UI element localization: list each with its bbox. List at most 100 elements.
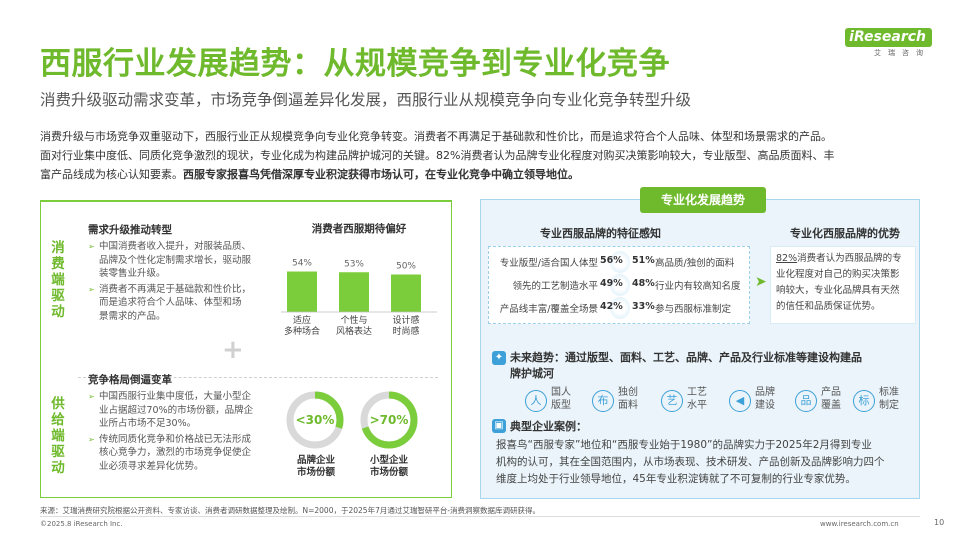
capability-label-line: 国人 [551, 387, 571, 398]
arrow-right-icon: ➤ [755, 274, 767, 290]
supply-section-title: 竞争格局倒逼变革 [88, 374, 172, 386]
bullet-line: 消费者不再满足于基础款和性价比， [99, 283, 252, 295]
intro-line: 富产品线成为核心认知要素。西服专家报喜鸟凭借深厚专业积淀获得市场认可，在专业化竞… [40, 165, 920, 184]
page-title: 西服行业发展趋势：从规模竞争到专业化竞争 [40, 46, 670, 82]
capability-label-line: 建设 [755, 400, 775, 411]
capability-label: 独创 面料 [618, 386, 648, 412]
bullet-line: 而是追求符合个人品味、体型和场 [99, 297, 242, 308]
bar [391, 274, 421, 312]
advantage-line: 的信任和品质保证优势。 [776, 301, 881, 312]
case-line: 报喜鸟“西服专家”地位和“西服专业始于1980”的品牌实力于2025年2月得到专… [496, 439, 872, 451]
bullet-line: 核心竞争力，激烈的市场竞争促使企 [99, 447, 252, 458]
feature-right-pct: 33% [632, 301, 655, 312]
vs-circle [610, 251, 630, 273]
fabric-icon: 布 [592, 390, 614, 412]
brand-share-value: <30% [296, 413, 335, 427]
bullet-line: 中国西服行业集中度低，大量小型企 [99, 391, 252, 402]
small-share-label: 小型企业 市场份额 [364, 455, 414, 479]
standard-icon: 标 [853, 390, 875, 412]
bullet-item: 传统同质化竞争和价格战已无法形成 核心竞争力，激烈的市场竞争促使企 业必须寻求差… [88, 433, 253, 474]
brand-share-label: 品牌企业 市场份额 [291, 455, 341, 479]
supply-side-tag: 供给端驱动 [45, 396, 71, 476]
supply-tag-text: 供给端驱动 [51, 396, 65, 476]
plus-icon: + [222, 335, 244, 365]
demand-section-title: 需求升级推动转型 [88, 224, 172, 236]
bullet-item: 中国消费者收入提升，对服装品质、 品牌及个性化定制需求增长，驱动服 装零售业升级… [88, 240, 251, 281]
copyright: ©2025.8 iResearch Inc. [40, 520, 123, 528]
advantage-line: 业化程度对自己的购买决策影 [776, 269, 900, 280]
capability-label: 标准 制定 [879, 386, 909, 412]
small-share-value: >70% [370, 413, 409, 427]
megaphone-icon: ◀ [729, 390, 751, 412]
capability-label-line: 覆盖 [821, 400, 841, 411]
feature-row: 专业版型/适合国人体型 56% 51% 高品质/独创的面料 [492, 251, 748, 273]
people-icon: 人 [525, 390, 547, 412]
source-note: 来源：艾瑞消费研究院根据公开资料、专家访谈、消费者调研数据整理及绘制。N=200… [40, 506, 541, 515]
bar-value-label: 53% [344, 259, 364, 269]
drivers-panel [40, 200, 452, 498]
feature-right-label: 行业内有较高知名度 [655, 281, 741, 292]
bar-value-label: 50% [396, 262, 416, 272]
future-line: 未来趋势：通过版型、面料、工艺、品牌、产品及行业标准等建设构建品 [510, 351, 862, 364]
capability-label: 国人 版型 [551, 386, 581, 412]
bullet-line: 业必须寻求差异化优势。 [99, 460, 204, 472]
bullet-line: 品牌及个性化定制需求增长，驱动服 [99, 254, 252, 266]
brand-share-ring: <30% [286, 391, 344, 449]
bar [339, 272, 369, 312]
future-line: 牌护城河 [510, 367, 554, 380]
capability-label-line: 制定 [879, 400, 899, 411]
intro-line: 面对行业集中度低、同质化竞争激烈的现状，专业化成为构建品牌护城河的关键。82%消… [40, 149, 835, 162]
chart-title: 消费者西服期待偏好 [312, 222, 407, 235]
bar-category-label: 个性与 [340, 314, 367, 326]
ring-label-line: 品牌企业 [296, 455, 335, 466]
footer-divider [40, 516, 920, 517]
bar-value-label: 54% [292, 259, 312, 269]
advantage-text: 82%消费者认为西服品牌的专 业化程度对自己的购买决策影 响较大，专业化品牌具有… [776, 251, 914, 315]
logo-brand: iResearch [845, 28, 932, 47]
advantage-title: 专业化西服品牌的优势 [790, 227, 900, 240]
capability-label-line: 面料 [618, 400, 638, 411]
page-subtitle: 消费升级驱动需求变革，市场竞争倒逼差异化发展，西服行业从规模竞争向专业化竞争转型… [40, 91, 692, 109]
bullet-line: 景需求的产品。 [99, 310, 166, 322]
feature-right-pct: 48% [632, 278, 655, 289]
demand-bullets: 中国消费者收入提升，对服装品质、 品牌及个性化定制需求增长，驱动服 装零售业升级… [88, 240, 251, 325]
case-icon: ▣ [492, 419, 506, 433]
feature-left-label: 专业版型/适合国人体型 [499, 258, 598, 269]
capability-label-line: 标准 [879, 387, 899, 398]
bullet-line: 业所占市场不足30%。 [99, 418, 197, 429]
feature-left-pct: 42% [600, 301, 623, 312]
feature-left-label: 领先的工艺制造水平 [512, 281, 598, 292]
bullet-line: 业占据超过70%的市场份额，品牌企 [99, 404, 254, 416]
bar-category-label: 适应 [293, 314, 311, 326]
intro-paragraph: 消费升级与市场竞争双重驱动下，西服行业正从规模竞争向专业化竞争转变。消费者不再满… [40, 127, 920, 184]
bar [287, 271, 317, 312]
product-icon: 品 [795, 390, 817, 412]
bullet-line: 装零售业升级。 [99, 268, 166, 279]
intro-line-bold: 西服专家报喜鸟凭借深厚专业积淀获得市场认可，在专业化竞争中确立领导地位。 [183, 168, 579, 181]
feature-left-pct: 49% [600, 278, 623, 289]
feature-row: 领先的工艺制造水平 49% 48% 行业内有较高知名度 [492, 274, 748, 296]
feature-left-label: 产品线丰富/覆盖全场景 [499, 304, 598, 315]
website: www.iresearch.com.cn [820, 520, 899, 528]
small-enterprise-share-ring: >70% [360, 391, 418, 449]
capability-label: 工艺 水平 [687, 386, 717, 412]
vs-circle [610, 297, 630, 319]
bar-category-label: 时尚感 [392, 325, 419, 337]
case-line: 机构的认可，其在全国范围内，从市场表现、技术研发、产品创新及品牌影响力四个 [496, 456, 885, 468]
bullet-line: 传统同质化竞争和价格战已无法形成 [99, 433, 252, 445]
advantage-line: 82%消费者认为西服品牌的专 [776, 251, 914, 267]
section-divider [78, 377, 438, 378]
feature-left-pct: 56% [600, 255, 623, 266]
supply-bullets: 中国西服行业集中度低，大量小型企 业占据超过70%的市场份额，品牌企 业所占市场… [88, 390, 253, 475]
craft-icon: 艺 [661, 390, 683, 412]
page-number: 10 [934, 518, 945, 527]
bar-category-label: 风格表达 [336, 325, 372, 337]
capability-label: 品牌 建设 [755, 386, 785, 412]
capability-label-line: 工艺 [687, 387, 707, 398]
capability-label: 产品 覆盖 [821, 386, 851, 412]
feature-right-label: 参与西服标准制定 [655, 304, 732, 315]
iresearch-logo: iResearch 艾瑞咨询 [845, 28, 936, 62]
advantage-box [770, 246, 916, 324]
demand-side-tag: 消费端驱动 [45, 240, 71, 320]
